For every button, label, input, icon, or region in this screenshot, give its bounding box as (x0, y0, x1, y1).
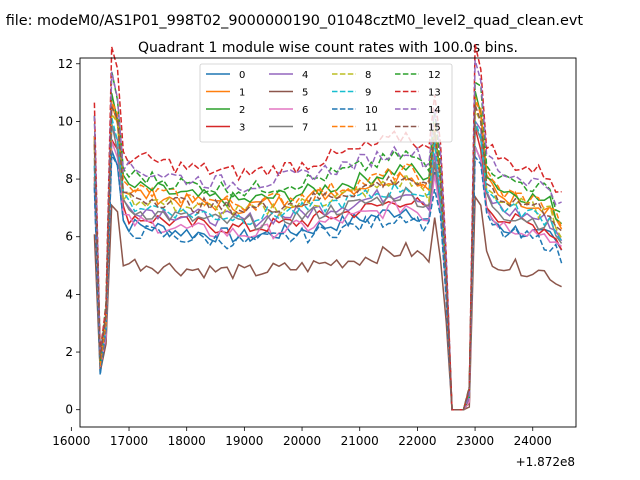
series-lines (93, 44, 563, 411)
x-tick-label: 18000 (168, 434, 206, 448)
y-tick-label: 0 (65, 403, 73, 417)
legend-label-6: 6 (302, 105, 308, 116)
legend-label-3: 3 (239, 123, 245, 134)
x-tick-label: 20000 (283, 434, 321, 448)
x-tick-label: 22000 (398, 434, 436, 448)
series-line-13 (93, 44, 562, 411)
series-line-14 (93, 59, 562, 411)
series-line-15 (93, 104, 563, 411)
legend-label-0: 0 (239, 70, 245, 81)
legend-label-15: 15 (428, 123, 441, 134)
legend-label-14: 14 (428, 105, 441, 116)
y-tick-label: 10 (58, 114, 73, 128)
legend-label-11: 11 (365, 123, 378, 134)
figure-suptitle: n file: modeM0/AS1P01_998T02_9000000190_… (0, 13, 583, 29)
legend-label-4: 4 (302, 70, 308, 81)
y-tick-label: 2 (65, 345, 73, 359)
legend-label-2: 2 (239, 105, 245, 116)
legend-label-13: 13 (428, 88, 441, 99)
x-tick-label: 23000 (456, 434, 494, 448)
x-tick-label: 19000 (225, 434, 263, 448)
y-tick-label: 12 (58, 57, 73, 71)
legend-label-8: 8 (365, 70, 371, 81)
x-tick-label: 16000 (52, 434, 90, 448)
y-tick-label: 4 (65, 287, 73, 301)
series-line-5 (93, 194, 562, 411)
x-tick-label: 17000 (110, 434, 148, 448)
x-offset-label: +1.872e8 (516, 455, 575, 469)
y-tick-label: 8 (65, 172, 73, 186)
legend-box (199, 63, 453, 143)
series-line-3 (93, 127, 563, 411)
chart-title: Quadrant 1 module wise count rates with … (138, 40, 518, 56)
y-axis: 0 2 4 6 8 10 12 (58, 57, 80, 417)
legend-label-12: 12 (428, 70, 441, 81)
x-tick-label: 21000 (341, 434, 379, 448)
series-line-8 (93, 109, 563, 411)
y-tick-label: 6 (65, 230, 73, 244)
x-tick-label: 24000 (514, 434, 552, 448)
series-line-1 (93, 101, 563, 411)
series-line-12 (93, 70, 562, 411)
legend-label-10: 10 (365, 105, 378, 116)
series-line-10 (93, 152, 563, 411)
legend-label-1: 1 (239, 88, 245, 99)
x-axis: 16000 17000 18000 19000 20000 21000 22000 23000… (52, 427, 552, 448)
series-line-6 (93, 140, 563, 411)
legend-label-5: 5 (302, 88, 308, 99)
legend-label-7: 7 (302, 123, 308, 134)
series-line-9 (93, 117, 563, 411)
series-line-11 (93, 95, 563, 411)
legend-label-9: 9 (365, 88, 371, 99)
plot-frame (79, 57, 577, 428)
